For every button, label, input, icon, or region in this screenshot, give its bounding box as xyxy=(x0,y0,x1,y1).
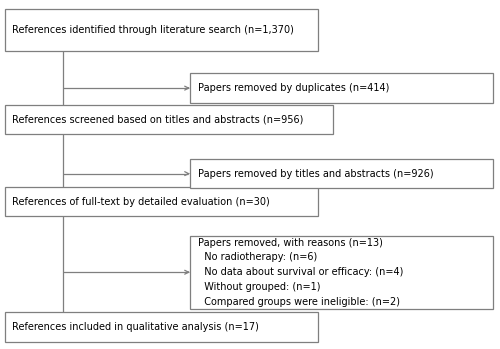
Text: Papers removed by titles and abstracts (n=926): Papers removed by titles and abstracts (… xyxy=(198,169,433,179)
Text: Papers removed, with reasons (n=13)
  No radiotherapy: (n=6)
  No data about sur: Papers removed, with reasons (n=13) No r… xyxy=(198,238,403,307)
FancyBboxPatch shape xyxy=(190,159,492,188)
FancyBboxPatch shape xyxy=(5,187,318,216)
FancyBboxPatch shape xyxy=(5,312,318,342)
FancyBboxPatch shape xyxy=(190,236,492,309)
FancyBboxPatch shape xyxy=(5,105,332,134)
Text: References of full-text by detailed evaluation (n=30): References of full-text by detailed eval… xyxy=(12,196,270,207)
FancyBboxPatch shape xyxy=(190,73,492,103)
Text: Papers removed by duplicates (n=414): Papers removed by duplicates (n=414) xyxy=(198,83,389,93)
Text: References identified through literature search (n=1,370): References identified through literature… xyxy=(12,25,294,35)
Text: References screened based on titles and abstracts (n=956): References screened based on titles and … xyxy=(12,114,304,125)
FancyBboxPatch shape xyxy=(5,9,318,51)
Text: References included in qualitative analysis (n=17): References included in qualitative analy… xyxy=(12,322,260,332)
